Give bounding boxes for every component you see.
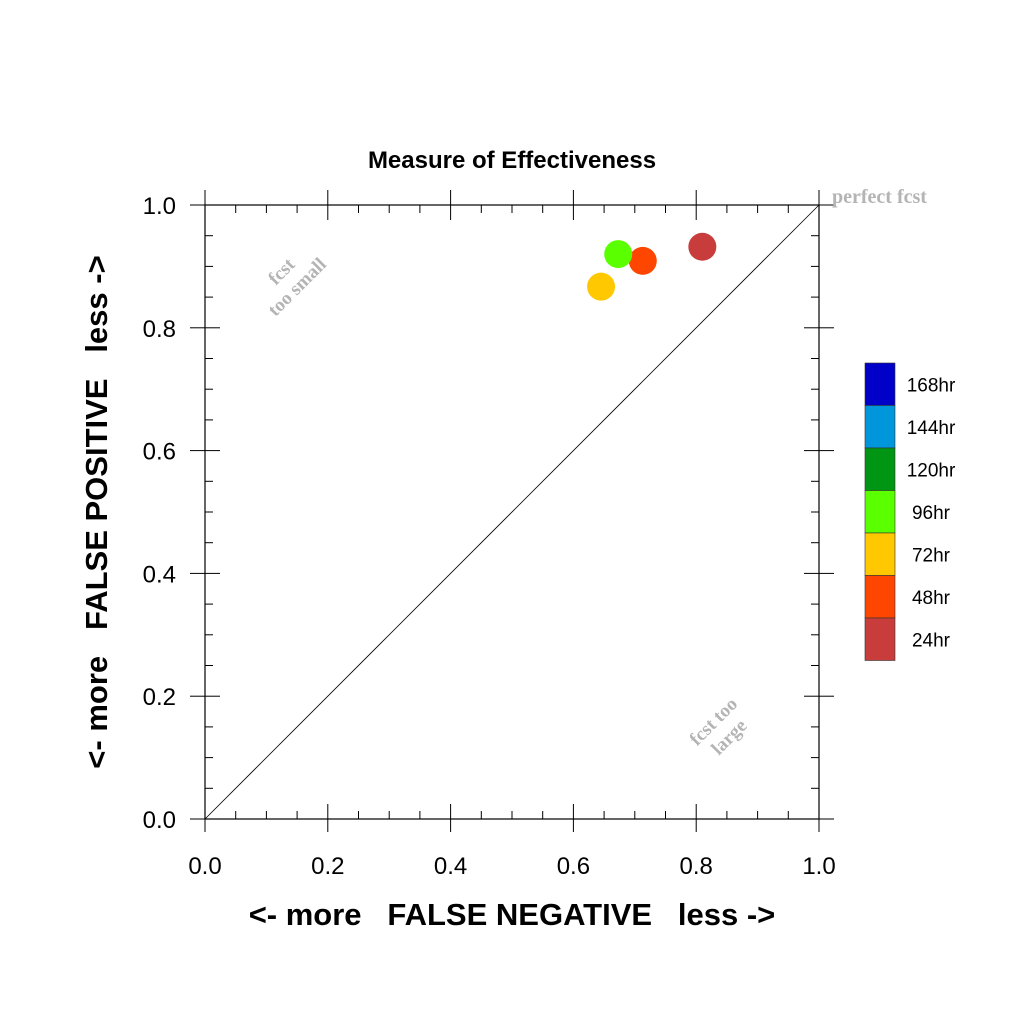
legend-swatch-144hr — [864, 405, 896, 449]
y-tick-labels: 0.0 0.2 0.4 0.6 0.8 1.0 — [143, 193, 176, 834]
y-tick-label: 0.4 — [143, 561, 176, 588]
point-72hr — [587, 272, 616, 301]
legend-label: 96hr — [912, 503, 951, 524]
data-points — [587, 232, 717, 301]
legend-label: 24hr — [912, 630, 951, 651]
diagonal-line — [204, 204, 820, 820]
y-axis-label: <- more FALSE POSITIVE less -> — [79, 255, 114, 768]
y-tick-label: 0.6 — [143, 439, 176, 466]
annotation-fcst-too-large: fcst too large — [686, 694, 752, 760]
legend-swatch-96hr — [864, 490, 896, 534]
axis-ticks — [190, 190, 834, 832]
x-tick-label: 0.4 — [434, 853, 467, 880]
legend-swatch-120hr — [864, 447, 896, 491]
legend-label: 120hr — [907, 460, 956, 481]
annotation-fcst-too-small: fcst too small — [264, 254, 331, 321]
y-tick-label: 1.0 — [143, 193, 176, 220]
legend-swatch-72hr — [864, 532, 896, 576]
y-tick-label: 0.8 — [143, 316, 176, 343]
legend-swatch-24hr — [864, 617, 896, 661]
legend-label: 72hr — [912, 545, 951, 566]
x-tick-label: 0.8 — [680, 853, 713, 880]
x-tick-label: 0.0 — [188, 853, 221, 880]
point-24hr — [688, 232, 717, 261]
x-tick-label: 0.2 — [311, 853, 344, 880]
legend-label: 168hr — [907, 375, 956, 396]
y-tick-label: 0.0 — [143, 807, 176, 834]
y-tick-label: 0.2 — [143, 684, 176, 711]
x-tick-labels: 0.0 0.2 0.4 0.6 0.8 1.0 — [188, 853, 835, 880]
x-tick-label: 0.6 — [557, 853, 590, 880]
x-axis-label: <- more FALSE NEGATIVE less -> — [249, 897, 776, 932]
point-96hr — [604, 240, 633, 269]
legend-swatch-168hr — [864, 362, 896, 406]
x-tick-label: 1.0 — [802, 853, 835, 880]
annotation-perfect-fcst: perfect fcst — [832, 186, 927, 208]
legend-swatch-48hr — [864, 575, 896, 619]
legend: 168hr 144hr 120hr 96hr 72hr 48hr 24hr — [864, 362, 956, 661]
legend-label: 144hr — [907, 418, 956, 439]
legend-label: 48hr — [912, 588, 951, 609]
point-48hr — [628, 246, 657, 275]
chart-title: Measure of Effectiveness — [368, 147, 656, 174]
